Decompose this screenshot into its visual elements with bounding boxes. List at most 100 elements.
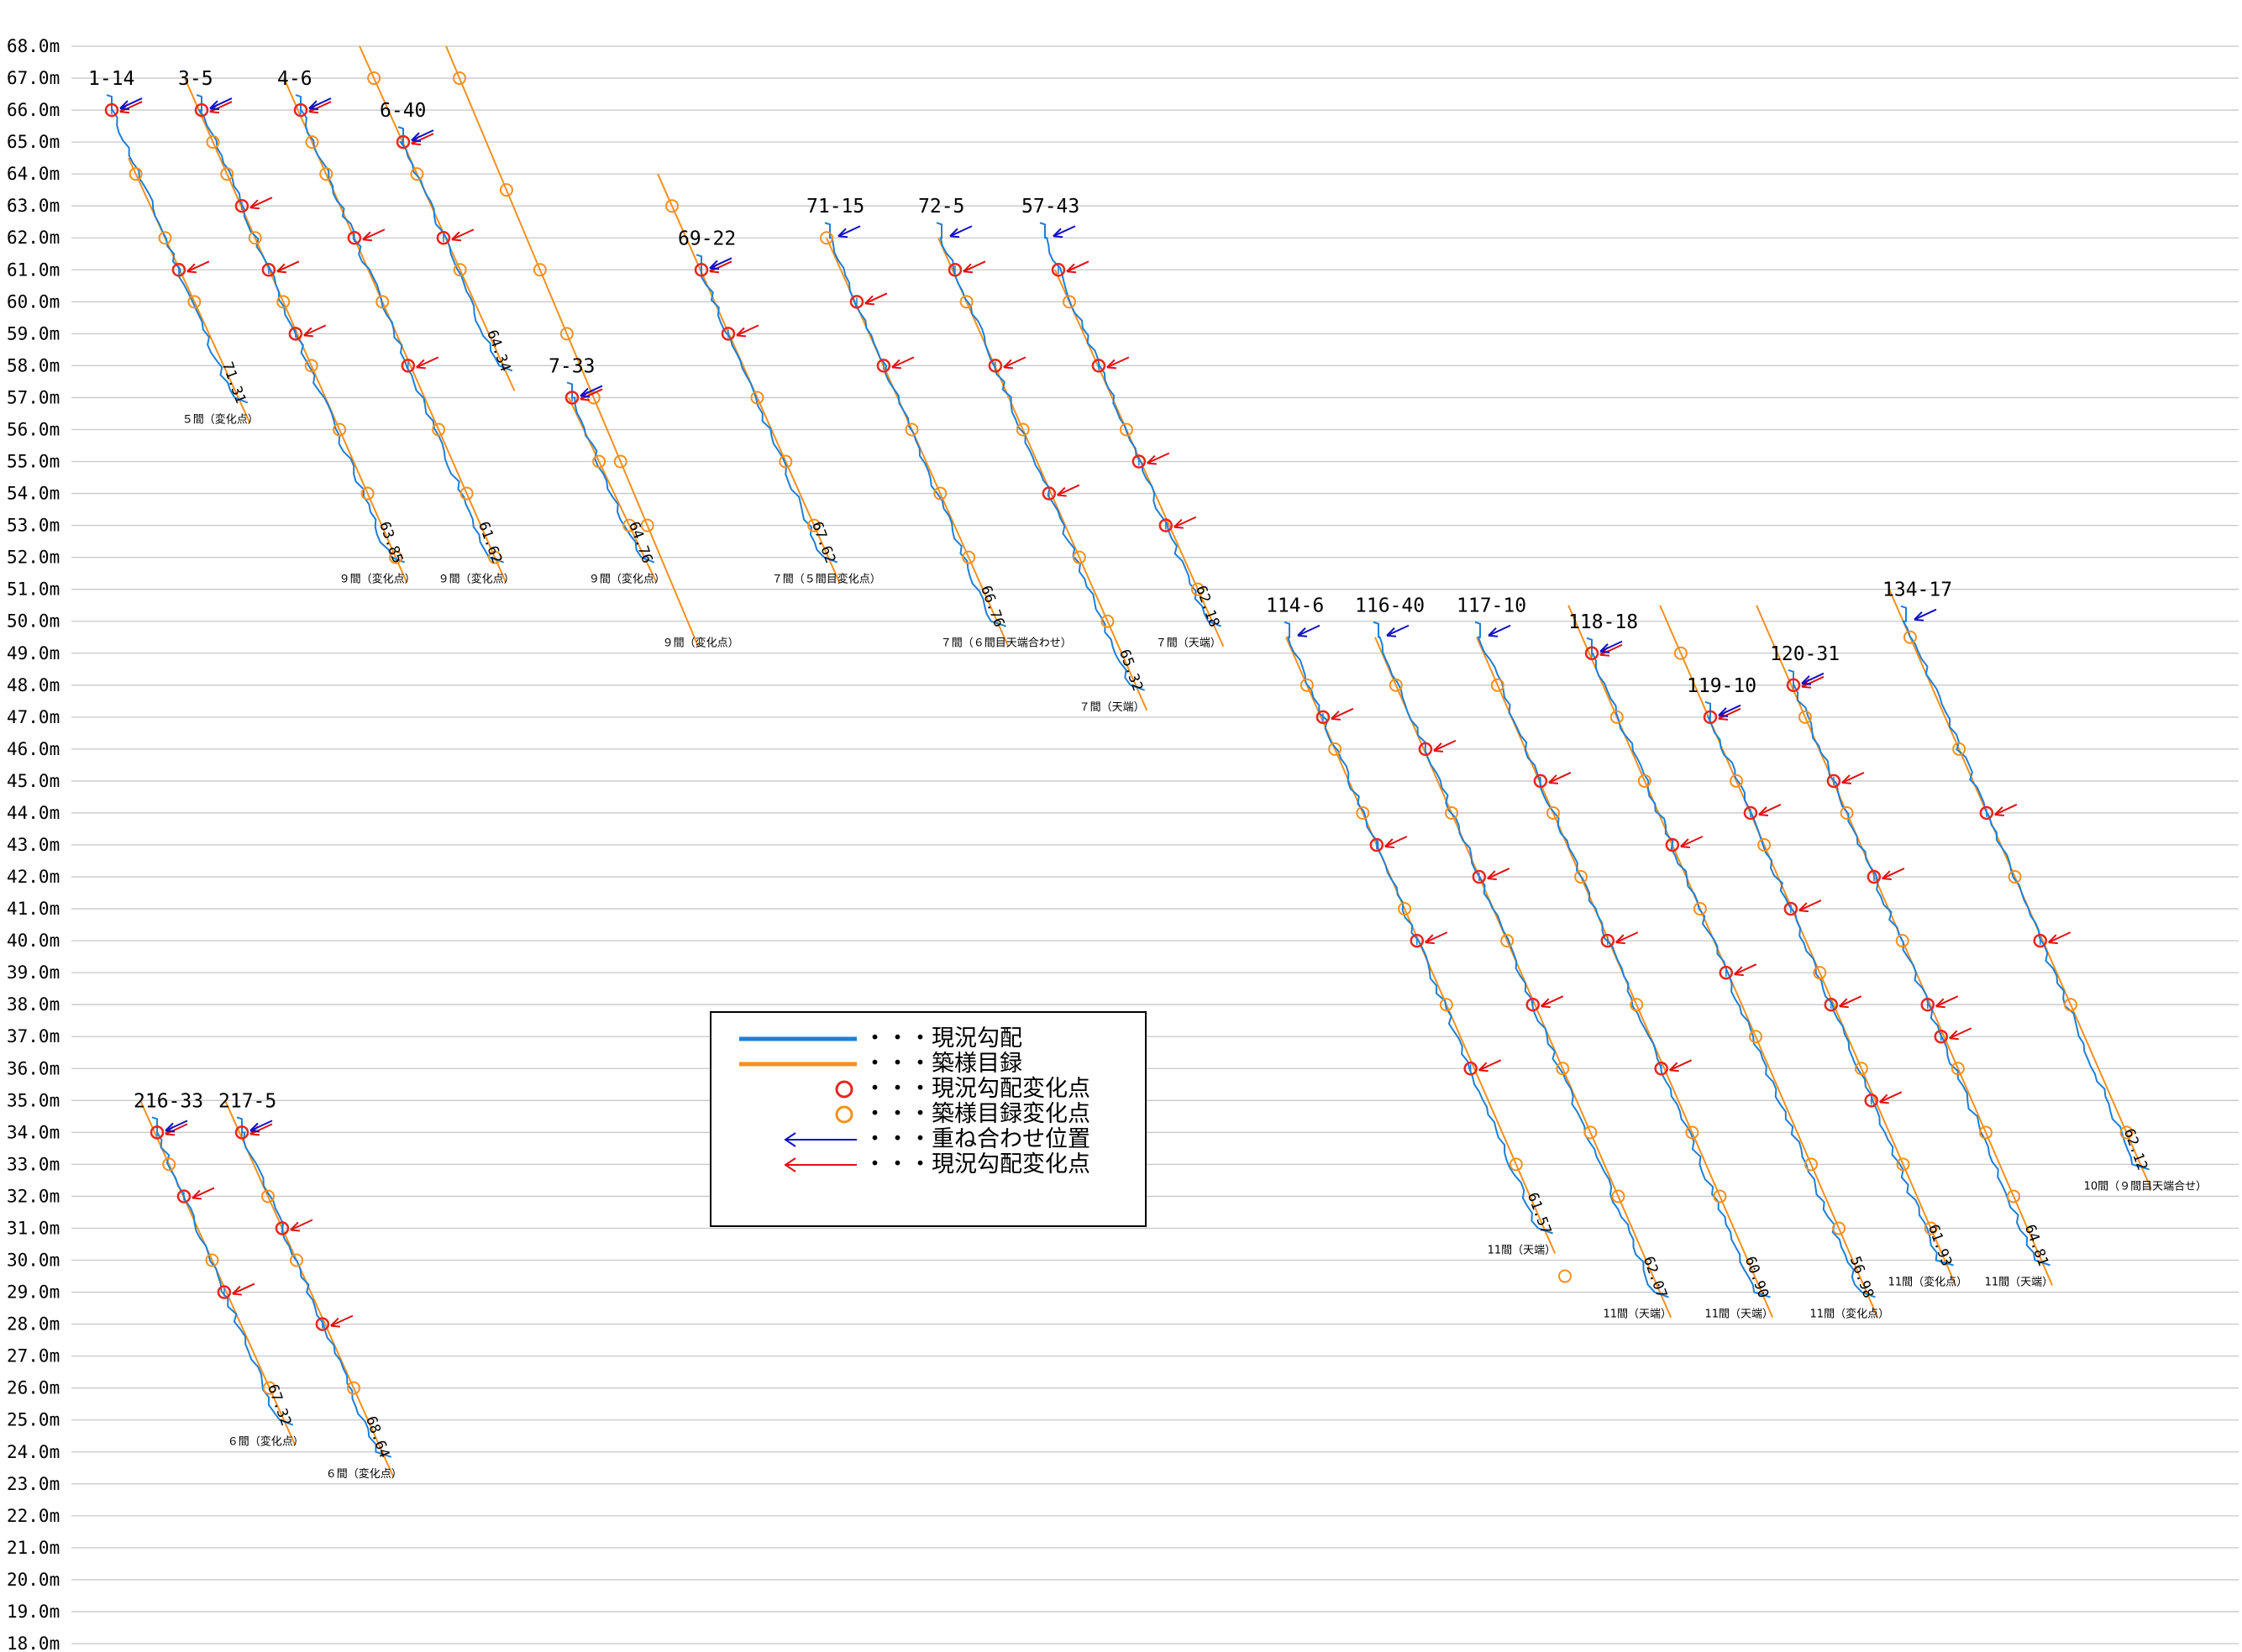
design-change-point — [2008, 870, 2022, 884]
current-change-point — [1864, 1093, 1878, 1108]
profile: 69-22 67.62 ７間（５間目変化点） — [657, 173, 881, 586]
change-arrow — [864, 292, 888, 306]
change-arrow — [1066, 260, 1089, 274]
design-change-point — [1574, 870, 1588, 884]
design-change-point — [488, 550, 502, 564]
overlay-arrow — [580, 385, 603, 398]
change-arrow — [1882, 868, 1905, 881]
design-change-point — [622, 518, 637, 532]
design-change-point — [1840, 805, 1854, 820]
design-change-point — [289, 1253, 303, 1267]
profile-note: 10間（９間目天端合せ） — [2084, 1180, 2208, 1193]
design-line — [224, 1099, 395, 1478]
legend-item: ・・・重ね合わせ位置 — [784, 1126, 1090, 1152]
design-line — [1756, 605, 2054, 1286]
design-change-point — [346, 1381, 360, 1395]
current-line — [1039, 222, 1222, 627]
overlay-arrow — [1599, 640, 1623, 653]
change-arrow — [1003, 356, 1026, 370]
end-value-label: 61.62 — [475, 520, 505, 566]
design-change-point — [158, 231, 172, 245]
change-arrow — [1615, 931, 1639, 945]
current-line — [696, 254, 838, 564]
y-tick-label: 25.0m — [7, 1410, 60, 1430]
current-change-point — [1042, 486, 1057, 501]
current-change-point — [288, 327, 303, 341]
design-change-point — [1951, 1062, 1965, 1076]
y-tick-label: 40.0m — [7, 931, 60, 951]
legend-item: ・・・現況勾配 — [739, 1025, 1022, 1052]
change-arrow — [1106, 356, 1130, 370]
design-change-point — [592, 454, 606, 469]
y-tick-label: 24.0m — [7, 1442, 60, 1462]
change-arrow — [2048, 931, 2071, 945]
current-change-point — [1654, 1062, 1668, 1076]
current-change-point — [988, 359, 1003, 373]
design-change-point — [1952, 742, 1966, 756]
design-change-point — [1630, 998, 1644, 1012]
current-line — [1704, 700, 1954, 1267]
profile-label: 117-10 — [1457, 595, 1526, 617]
overlay-arrow — [1718, 704, 1741, 717]
end-value-label: 65.32 — [1116, 648, 1146, 694]
design-change-point — [1439, 998, 1453, 1012]
current-change-point — [1091, 359, 1106, 373]
profile-label: 4-6 — [277, 68, 312, 90]
y-tick-label: 49.0m — [7, 643, 60, 663]
end-value-label: 67.62 — [808, 520, 838, 566]
design-change-point — [499, 183, 513, 197]
design-line — [359, 45, 516, 391]
design-change-point — [1637, 774, 1651, 788]
change-arrow — [1680, 836, 1704, 848]
design-change-point — [319, 167, 333, 181]
change-arrow — [1879, 1091, 1903, 1104]
legend: ・・・現況勾配・・・築様目録・・・現況勾配変化点・・・築様目録変化点・・・重ね合… — [710, 1011, 1147, 1227]
current-change-point — [1934, 1029, 1948, 1044]
y-tick-label: 54.0m — [7, 484, 60, 504]
change-arrow — [330, 1314, 354, 1328]
y-tick-label: 39.0m — [7, 962, 60, 983]
change-arrow — [1758, 804, 1782, 816]
design-change-point — [533, 263, 547, 277]
profile-note: ７間（天端） — [1079, 701, 1145, 714]
design-change-point — [1072, 550, 1086, 564]
current-change-point — [234, 1125, 249, 1140]
design-change-point — [1557, 1269, 1572, 1283]
current-change-point — [1826, 774, 1841, 789]
current-change-point — [1783, 901, 1798, 916]
change-arrow — [1331, 707, 1354, 721]
current-change-point — [261, 263, 276, 277]
design-change-point — [1444, 805, 1458, 820]
y-tick-label: 36.0m — [7, 1058, 60, 1078]
profile: 71-15 66.76 ７間（６間目天端合わせ） — [806, 196, 1072, 649]
current-change-point — [1418, 742, 1433, 757]
y-tick-label: 50.0m — [7, 611, 60, 632]
design-line — [1659, 605, 1957, 1286]
y-tick-label: 68.0m — [7, 36, 60, 56]
profile: 120-31 64.81 11間（天端） — [1756, 605, 2054, 1289]
change-arrow — [963, 260, 986, 274]
current-change-point — [150, 1125, 165, 1140]
current-change-point — [1719, 965, 1734, 980]
y-tick-label: 28.0m — [7, 1314, 60, 1335]
y-tick-label: 42.0m — [7, 867, 60, 887]
current-change-point — [721, 327, 736, 341]
y-tick-label: 33.0m — [7, 1154, 60, 1174]
y-tick-label: 64.0m — [7, 164, 60, 184]
profile-label: 119-10 — [1687, 675, 1756, 697]
overlay-arrow — [1053, 225, 1076, 239]
overlay-arrow — [1801, 672, 1825, 685]
y-tick-label: 32.0m — [7, 1186, 60, 1206]
profile-note: 11間（天端） — [1604, 1308, 1672, 1321]
profile-label: 216-33 — [134, 1090, 203, 1112]
y-tick-label: 37.0m — [7, 1026, 60, 1046]
profile: 117-10 60.90 11間（天端） — [1457, 595, 1773, 1321]
design-change-point — [276, 295, 291, 309]
y-axis-ticks: 68.0m 67.0m 66.0m 65.0m 64.0m 63.0m 62.0m 61.0m… — [7, 36, 60, 1652]
design-change-point — [333, 422, 347, 437]
y-tick-label: 61.0m — [7, 260, 60, 280]
design-change-point — [1832, 1221, 1846, 1235]
current-change-point — [347, 230, 362, 245]
design-change-point — [1398, 902, 1412, 916]
